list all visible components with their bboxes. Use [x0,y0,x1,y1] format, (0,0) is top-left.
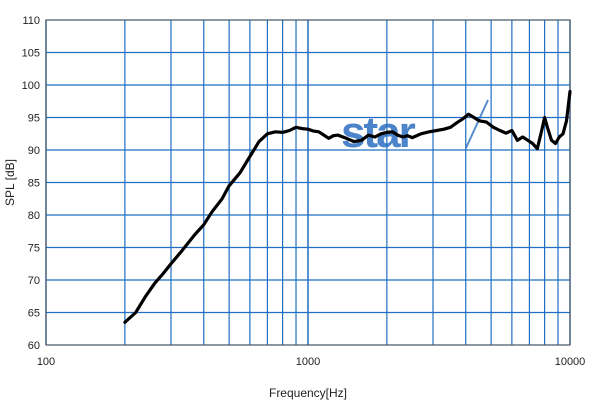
star-logo-watermark: star [341,99,489,157]
y-axis-title: SPL [dB] [3,159,17,206]
x-axis-title: Frequency[Hz] [269,386,347,400]
y-tick-labels: 60 65 70 75 80 85 90 95 100 105 110 [22,15,40,352]
spl-series-line [123,89,572,324]
x-tick-label: 100 [37,356,55,368]
x-tick-labels: 100 1000 10000 [37,356,585,368]
y-tick-label: 80 [28,210,40,222]
star-logo-slash [465,99,489,149]
y-tick-label: 90 [28,145,40,157]
x-tick-label: 10000 [555,356,586,368]
y-tick-label: 100 [22,80,40,92]
y-tick-label: 85 [28,178,40,190]
y-tick-label: 70 [28,275,40,287]
x-tick-label: 1000 [296,356,320,368]
y-tick-label: 95 [28,113,40,125]
y-tick-label: 105 [22,48,40,60]
star-logo-text: star [341,108,416,157]
y-tick-label: 75 [28,243,40,255]
y-tick-label: 60 [28,340,40,352]
chart-grid [45,19,571,346]
y-tick-label: 65 [28,308,40,320]
plot-frame [45,19,571,346]
y-tick-label: 110 [22,15,40,27]
